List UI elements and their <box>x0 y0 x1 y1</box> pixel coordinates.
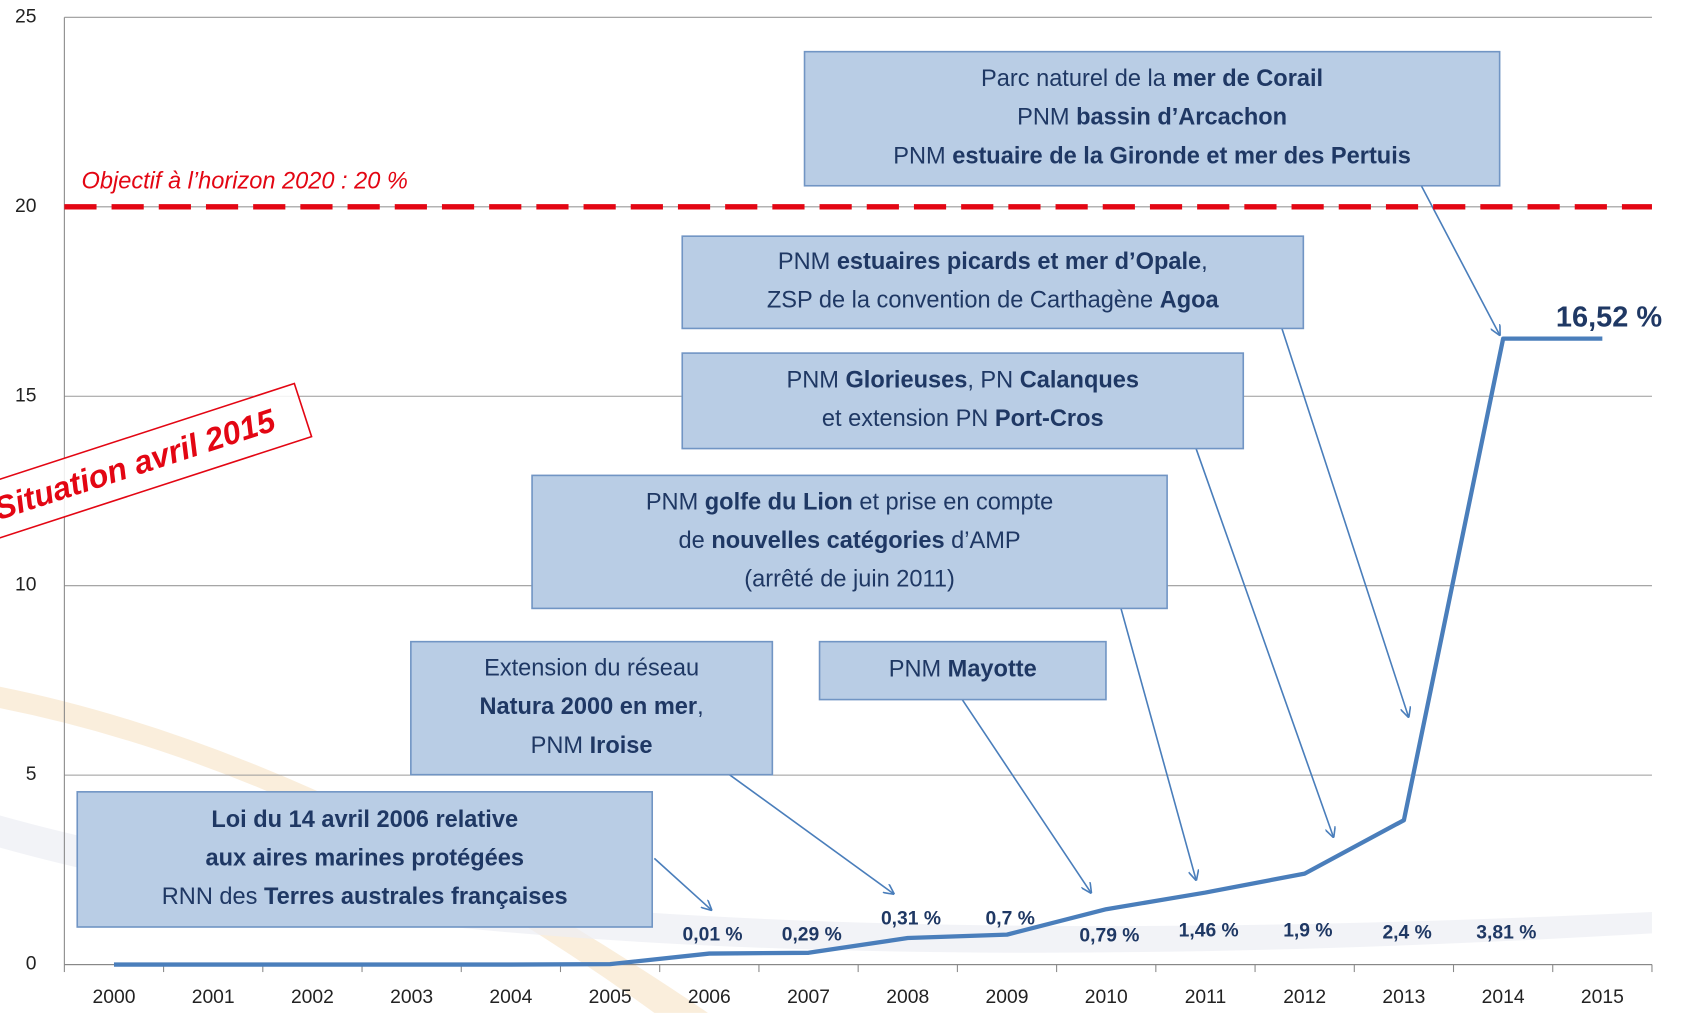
annotation-text: PNM <box>787 367 846 393</box>
annotation-text: Natura 2000 en mer <box>480 693 698 719</box>
annotation-text: Glorieuses <box>845 367 967 393</box>
annotation-text: , <box>697 693 704 719</box>
annotation-line: Parc naturel de la mer de Corail <box>981 65 1323 91</box>
x-tick-label: 2007 <box>787 987 830 1008</box>
value-label: 3,81 % <box>1476 923 1536 944</box>
annotation-line: PNM estuaire de la Gironde et mer des Pe… <box>893 143 1411 169</box>
y-tick-label: 0 <box>26 954 37 975</box>
x-tick-label: 2013 <box>1382 987 1425 1008</box>
annotation-text: mer de Corail <box>1172 65 1323 91</box>
y-tick-label: 5 <box>26 764 37 785</box>
arrow <box>654 858 711 909</box>
annotation-line: PNM estuaires picards et mer d’Opale, <box>778 248 1208 274</box>
annotation-text: aux aires marines protégées <box>205 845 523 871</box>
annotation-line: aux aires marines protégées <box>205 845 523 871</box>
annotation-text: Iroise <box>590 732 653 758</box>
annotation-text: de <box>679 527 712 553</box>
annotation-text: PNM <box>646 489 705 515</box>
annotation-text: estuaires picards et mer d’Opale <box>837 248 1201 274</box>
value-label: 0,79 % <box>1079 926 1139 947</box>
annotation-text: estuaire de la Gironde et mer des Pertui… <box>952 143 1411 169</box>
annotation-text: nouvelles catégories <box>711 527 944 553</box>
annotation-text: Agoa <box>1160 287 1220 313</box>
annotation-text: Calanques <box>1020 367 1139 393</box>
annotation-line: Loi du 14 avril 2006 relative <box>211 806 518 832</box>
annotation-text: PNM <box>893 143 952 169</box>
annotation-line: de nouvelles catégories d’AMP <box>679 527 1021 553</box>
x-tick-label: 2003 <box>390 987 433 1008</box>
x-tick-label: 2005 <box>589 987 632 1008</box>
y-tick-label: 20 <box>15 196 36 217</box>
annotation-text: Parc naturel de la <box>981 65 1172 91</box>
annotation-text: Extension du réseau <box>484 655 699 681</box>
annotation-text: Terres australes françaises <box>264 883 568 909</box>
target-label: Objectif à l’horizon 2020 : 20 % <box>82 167 408 193</box>
annotation-text: golfe du Lion <box>705 489 853 515</box>
annotation-text: Port-Cros <box>995 405 1104 431</box>
annotation-text: RNN des <box>162 883 264 909</box>
value-label: 0,29 % <box>782 925 842 946</box>
x-tick-label: 2011 <box>1185 987 1227 1008</box>
arrow <box>729 775 893 894</box>
x-tick-label: 2015 <box>1581 987 1624 1008</box>
annotation-text: , PN <box>967 367 1019 393</box>
arrow <box>1196 449 1333 837</box>
value-label: 0,01 % <box>683 925 743 946</box>
x-tick-label: 2014 <box>1482 987 1525 1008</box>
value-label: 16,52 % <box>1556 301 1662 333</box>
value-label: 0,31 % <box>881 909 941 930</box>
annotation-line: RNN des Terres australes françaises <box>162 883 568 909</box>
value-label: 1,9 % <box>1283 920 1332 941</box>
page: {"chart_data": { "type": "line", "catego… <box>0 0 1682 1013</box>
arrow <box>1282 328 1409 716</box>
stamp-text: Situation avril 2015 <box>0 402 281 527</box>
x-tick-label: 2010 <box>1085 987 1128 1008</box>
x-tick-label: 2012 <box>1283 987 1326 1008</box>
annotation-line: PNM bassin d’Arcachon <box>1017 104 1287 130</box>
x-tick-label: 2009 <box>986 987 1029 1008</box>
y-tick-label: 10 <box>15 575 36 596</box>
y-tick-label: 15 <box>15 385 36 406</box>
annotation-text: , <box>1201 248 1208 274</box>
annotation-text: bassin d’Arcachon <box>1076 104 1287 130</box>
y-tick-label: 25 <box>15 6 36 27</box>
annotation-text: (arrêté de juin 2011) <box>744 566 955 592</box>
x-tick-label: 2004 <box>489 987 532 1008</box>
annotation-line: ZSP de la convention de Carthagène Agoa <box>767 287 1220 313</box>
annotation-line: Natura 2000 en mer, <box>480 693 704 719</box>
annotation-text: Mayotte <box>948 656 1037 682</box>
annotation-line: (arrêté de juin 2011) <box>744 566 955 592</box>
value-label: 1,46 % <box>1179 920 1239 941</box>
annotation-line: PNM Glorieuses, PN Calanques <box>787 367 1139 393</box>
x-tick-label: 2006 <box>688 987 731 1008</box>
annotation-text: PNM <box>778 248 837 274</box>
annotation-line: et extension PN Port-Cros <box>822 405 1104 431</box>
annotation-line: PNM golfe du Lion et prise en compte <box>646 489 1053 515</box>
annotation-text: et prise en compte <box>853 489 1054 515</box>
annotation-text: PNM <box>889 656 948 682</box>
annotation-line: PNM Mayotte <box>889 656 1037 682</box>
annotation-text: PNM <box>531 732 590 758</box>
annotation-text: d’AMP <box>945 527 1021 553</box>
x-tick-label: 2008 <box>886 987 929 1008</box>
annotation-line: PNM Iroise <box>531 732 653 758</box>
annotation-text: ZSP de la convention de Carthagène <box>767 287 1160 313</box>
x-tick-label: 2001 <box>192 987 235 1008</box>
arrow <box>1121 608 1196 879</box>
annotation-text: et extension PN <box>822 405 995 431</box>
stamp: Situation avril 2015 <box>0 384 312 546</box>
value-label: 0,7 % <box>986 909 1035 930</box>
annotation-text: Loi du 14 avril 2006 relative <box>211 806 518 832</box>
x-tick-label: 2000 <box>93 987 136 1008</box>
chart: 0 5 10 15 20 25 2000 2001 2002 2003 2004 2005 2006 20… <box>0 0 1682 1013</box>
annotation-line: Extension du réseau <box>484 655 699 681</box>
value-label: 2,4 % <box>1382 923 1431 944</box>
x-tick-label: 2002 <box>291 987 334 1008</box>
annotation-text: PNM <box>1017 104 1076 130</box>
arrow <box>962 700 1091 893</box>
